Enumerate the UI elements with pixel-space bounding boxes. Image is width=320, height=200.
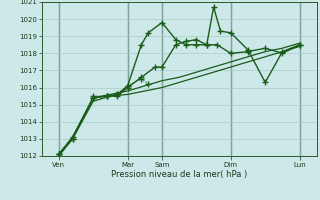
X-axis label: Pression niveau de la mer( hPa ): Pression niveau de la mer( hPa ) xyxy=(111,170,247,179)
